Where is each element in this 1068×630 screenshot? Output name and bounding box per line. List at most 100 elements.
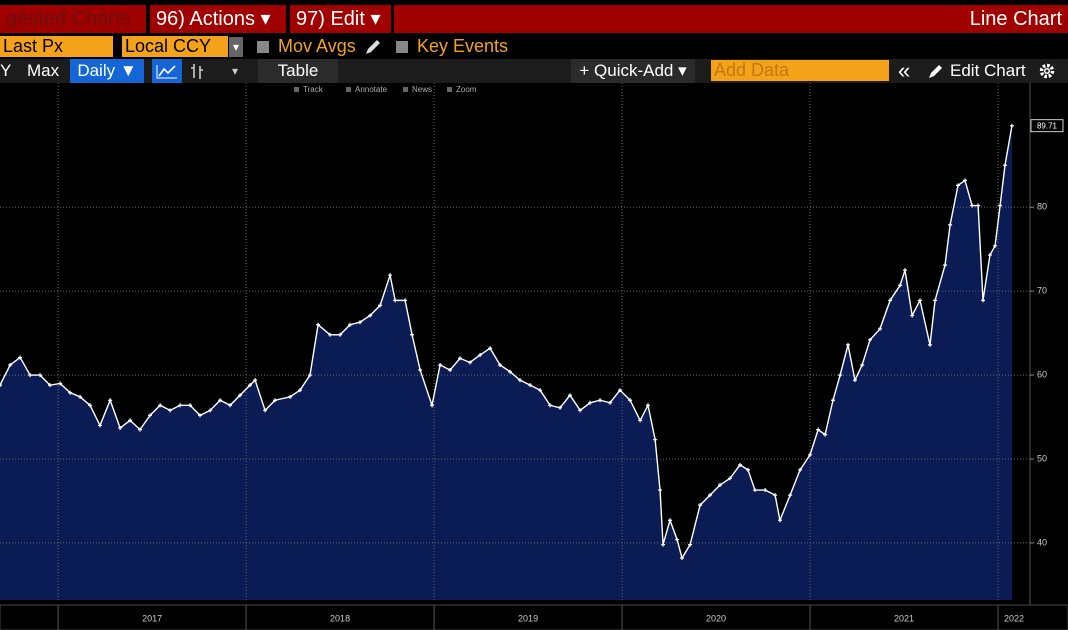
point — [158, 403, 163, 408]
point — [168, 408, 173, 413]
point — [38, 373, 43, 378]
point — [675, 537, 680, 542]
point — [838, 373, 843, 378]
button[interactable]: Max — [27, 61, 60, 80]
point — [667, 518, 672, 523]
point — [927, 342, 932, 347]
tab[interactable]: 97) Edit ▾ — [290, 5, 391, 33]
x-tick-label: 2019 — [518, 613, 538, 623]
point — [410, 332, 415, 337]
point — [608, 400, 613, 405]
point — [418, 368, 423, 373]
point — [888, 298, 893, 303]
button[interactable]: Edit Chart — [950, 61, 1026, 80]
point — [198, 413, 203, 418]
point — [976, 203, 981, 208]
point — [993, 243, 998, 248]
button[interactable]: « — [898, 58, 911, 83]
point — [998, 203, 1003, 208]
chart: Track Annotate News Zoom 40 50 60 70 80 2017 2018 2… — [0, 83, 1068, 630]
point — [538, 388, 543, 393]
y-tick-label: 70 — [1037, 286, 1047, 296]
point — [798, 467, 803, 472]
point — [962, 178, 967, 183]
point — [910, 313, 915, 318]
point — [348, 322, 353, 327]
point — [567, 393, 572, 398]
checkbox[interactable] — [257, 41, 269, 53]
point — [403, 298, 408, 303]
point — [981, 298, 986, 303]
checkbox[interactable] — [396, 41, 408, 53]
button[interactable]: Y — [0, 61, 12, 80]
line-icon[interactable] — [152, 59, 182, 83]
x-tick-label: 2017 — [142, 613, 162, 623]
pencil-icon — [366, 40, 380, 54]
point — [378, 303, 383, 308]
input[interactable]: Add Data — [711, 60, 889, 81]
point — [208, 408, 213, 413]
gear-icon[interactable] — [1038, 62, 1056, 80]
point — [933, 298, 938, 303]
point — [956, 183, 960, 188]
point — [307, 373, 312, 378]
y-tick-label: 40 — [1037, 537, 1047, 547]
button[interactable]: + Quick-Add ▾ — [571, 59, 695, 83]
x-tick-label: 2022 — [1004, 613, 1024, 623]
point — [338, 332, 343, 337]
point — [253, 378, 258, 383]
y-tick-label: 80 — [1037, 202, 1047, 212]
point — [458, 356, 463, 361]
area — [0, 125, 1012, 601]
point — [763, 488, 768, 493]
currency-select[interactable]: Local CCY — [122, 36, 228, 57]
last-value-label: 89.71 — [1037, 121, 1058, 130]
dropdown[interactable]: ▾ — [229, 37, 243, 57]
tab[interactable]: gested Charts — [0, 5, 146, 33]
point — [680, 556, 685, 561]
point — [517, 378, 522, 383]
point — [698, 503, 703, 508]
point — [788, 493, 793, 498]
point — [860, 363, 865, 367]
point — [288, 394, 293, 399]
point — [808, 452, 813, 457]
button[interactable]: Table — [258, 59, 338, 83]
x-tick-label: 2020 — [706, 613, 726, 623]
option-label[interactable]: Key Events — [417, 36, 509, 56]
field-select[interactable]: Last Px — [0, 36, 113, 57]
toolbar: Y Max Daily ▼ ▾ Table + Quick-Add ▾ Add … — [0, 59, 1068, 83]
point — [263, 408, 268, 413]
point — [508, 369, 513, 374]
point — [128, 418, 133, 423]
x-tick-label: 2021 — [894, 613, 914, 623]
option-label[interactable]: Mov Avgs — [278, 36, 356, 56]
point — [898, 283, 903, 288]
point — [752, 488, 757, 493]
point — [846, 342, 851, 347]
option-bar: Last Px Local CCY ▾ Mov Avgs Key Events — [0, 35, 1068, 58]
point — [118, 425, 123, 430]
point — [830, 398, 835, 403]
tool-icon — [447, 87, 452, 92]
dropdown-arrow[interactable]: ▾ — [232, 64, 239, 78]
last-value-box — [1030, 119, 1064, 133]
point — [773, 493, 778, 498]
chart-tool: Zoom — [456, 85, 477, 94]
point — [28, 373, 33, 378]
point — [868, 337, 873, 342]
point — [78, 394, 83, 399]
point — [658, 488, 663, 493]
point — [368, 313, 373, 318]
point — [987, 253, 992, 258]
point — [718, 483, 723, 488]
point — [0, 383, 2, 388]
bar-icon[interactable] — [186, 59, 210, 83]
tab[interactable]: 96) Actions ▾ — [150, 5, 286, 33]
point — [598, 398, 603, 403]
point — [393, 298, 398, 303]
point — [1009, 123, 1014, 128]
button[interactable]: Daily ▼ — [70, 59, 144, 83]
point — [58, 381, 63, 386]
point — [628, 398, 633, 403]
